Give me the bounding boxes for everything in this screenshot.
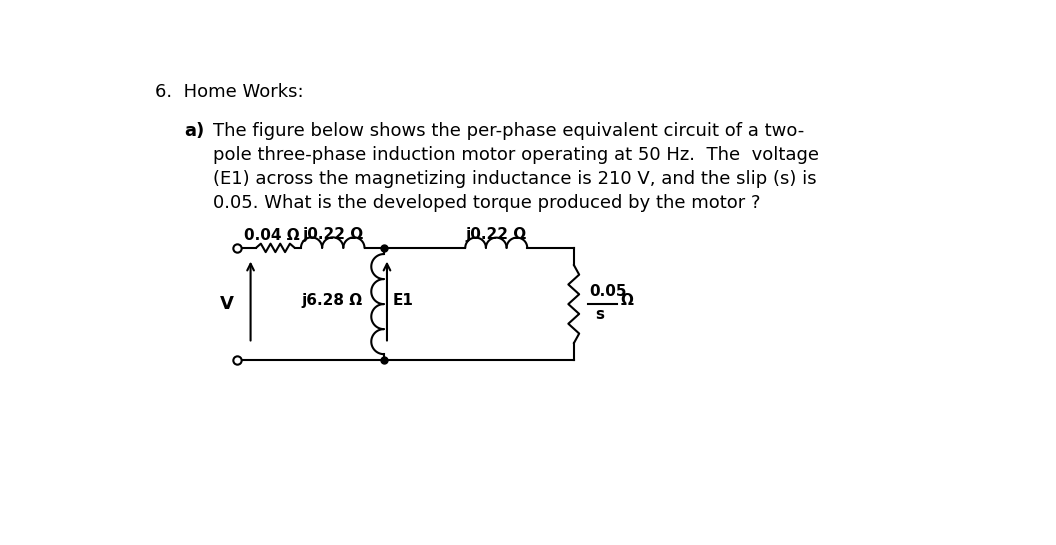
Text: (E1) across the magnetizing inductance is 210 V, and the slip (s) is: (E1) across the magnetizing inductance i… bbox=[213, 170, 817, 188]
Text: j6.28 Ω: j6.28 Ω bbox=[301, 293, 362, 308]
Text: j0.22 Ω: j0.22 Ω bbox=[466, 227, 527, 243]
Text: V: V bbox=[221, 295, 234, 313]
Text: a): a) bbox=[185, 122, 205, 140]
Text: pole three-phase induction motor operating at 50 Hz.  The  voltage: pole three-phase induction motor operati… bbox=[213, 146, 819, 164]
Text: 0.04 Ω: 0.04 Ω bbox=[244, 227, 299, 243]
Text: E1: E1 bbox=[393, 293, 413, 308]
Text: 0.05: 0.05 bbox=[589, 284, 627, 300]
Text: The figure below shows the per-phase equivalent circuit of a two-: The figure below shows the per-phase equ… bbox=[213, 122, 805, 140]
Text: 0.05. What is the developed torque produced by the motor ?: 0.05. What is the developed torque produ… bbox=[213, 195, 761, 213]
Text: s: s bbox=[596, 307, 604, 322]
Text: 6.  Home Works:: 6. Home Works: bbox=[155, 83, 304, 101]
Text: j0.22 Ω: j0.22 Ω bbox=[302, 227, 363, 243]
Text: Ω: Ω bbox=[620, 293, 634, 308]
